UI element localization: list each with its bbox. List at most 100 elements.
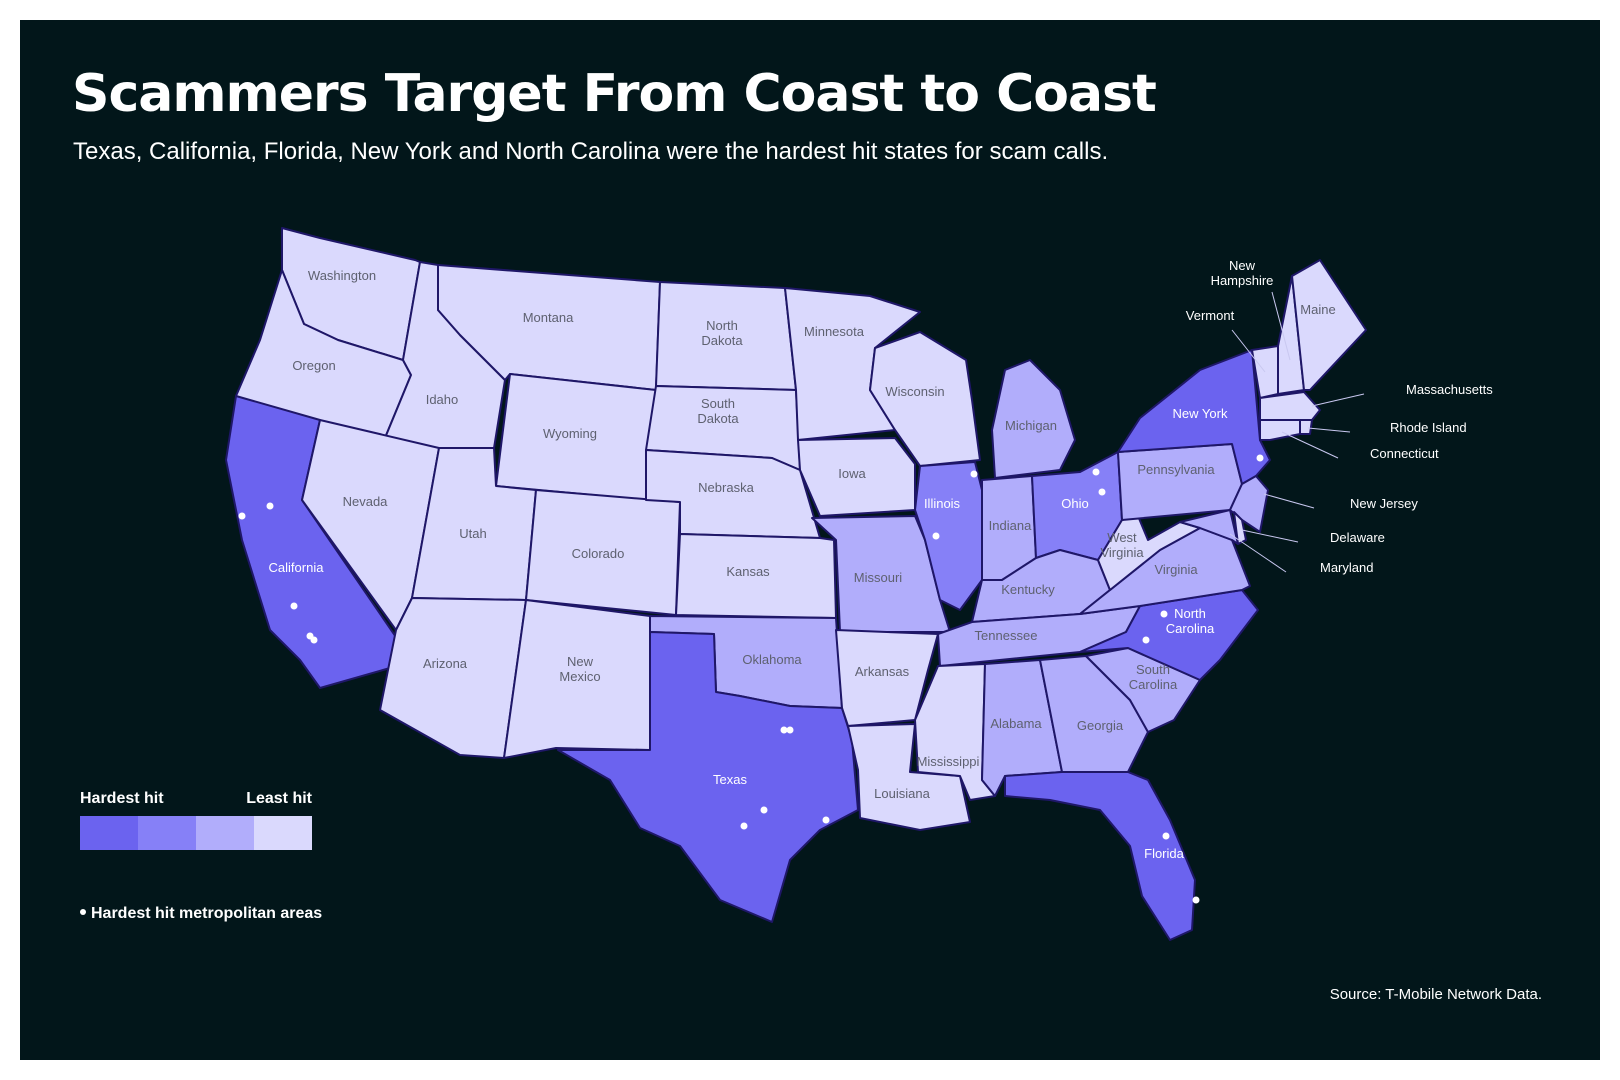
metro-dot-tx-4 xyxy=(740,822,748,830)
state-il xyxy=(914,461,983,611)
state-ks xyxy=(675,533,837,619)
callout-line-vt xyxy=(1231,329,1266,373)
state-label-al: Alabama xyxy=(990,716,1042,731)
state-pa xyxy=(1117,443,1243,521)
state-ri xyxy=(1299,419,1313,435)
state-label-mi: Michigan xyxy=(1005,418,1057,433)
legend-swatch-1 xyxy=(80,816,138,850)
state-label-fl: Florida xyxy=(1144,846,1185,861)
state-label-ia: Iowa xyxy=(838,466,866,481)
callout-line-md xyxy=(1229,533,1287,573)
page-subtitle: Texas, California, Florida, New York and… xyxy=(73,138,1109,165)
state-label-az: Arizona xyxy=(423,656,468,671)
metro-dot-fl-2 xyxy=(1192,896,1200,904)
callout-line-ct xyxy=(1281,431,1339,459)
state-label-de: Delaware xyxy=(1330,530,1385,545)
state-label-ok: Oklahoma xyxy=(742,652,802,667)
state-label-tx: Texas xyxy=(713,772,747,787)
metro-dot-tx-1 xyxy=(780,726,788,734)
metro-dot-tx-3 xyxy=(760,806,768,814)
state-label-nm: New Mexico xyxy=(559,654,600,684)
state-label-ms: Mississippi xyxy=(917,754,980,769)
state-mi xyxy=(991,359,1076,479)
metro-dot-il-2 xyxy=(932,532,940,540)
state-label-sc: South Carolina xyxy=(1129,662,1178,692)
state-label-wa: Washington xyxy=(308,268,376,283)
state-label-tn: Tennessee xyxy=(975,628,1038,643)
metro-legend-label: Hardest hit metropolitan areas xyxy=(91,905,323,922)
state-label-nv: Nevada xyxy=(343,494,389,509)
metro-dot-tx-2 xyxy=(786,726,794,734)
state-label-vt: Vermont xyxy=(1186,308,1235,323)
legend-swatch-3 xyxy=(196,816,254,850)
page-title: Scammers Target From Coast to Coast xyxy=(72,64,1157,124)
callout-lines xyxy=(1229,291,1365,573)
state-label-wv: West Virginia xyxy=(1100,530,1144,560)
state-label-ut: Utah xyxy=(459,526,486,541)
metro-dot-ny-1 xyxy=(1256,454,1264,462)
state-label-ny: New York xyxy=(1173,406,1228,421)
state-label-pa: Pennsylvania xyxy=(1137,462,1215,477)
state-label-me: Maine xyxy=(1300,302,1335,317)
state-label-ky: Kentucky xyxy=(1001,582,1055,597)
state-label-mo: Missouri xyxy=(854,570,903,585)
metro-dot-il-1 xyxy=(970,470,978,478)
callout-line-de xyxy=(1241,529,1299,543)
state-label-ar: Arkansas xyxy=(855,664,910,679)
state-label-mn: Minnesota xyxy=(804,324,865,339)
legend-swatch-2 xyxy=(138,816,196,850)
state-label-nd: North Dakota xyxy=(701,318,743,348)
state-md xyxy=(1179,509,1239,545)
state-tx xyxy=(557,631,859,923)
legend-swatches xyxy=(80,816,312,850)
metro-dot-nc-1 xyxy=(1160,610,1168,618)
legend-swatch-4 xyxy=(254,816,312,850)
state-me xyxy=(1291,259,1367,391)
state-label-la: Louisiana xyxy=(874,786,930,801)
metro-dot-tx-5 xyxy=(822,816,830,824)
state-label-oh: Ohio xyxy=(1061,496,1088,511)
infographic-frame: Scammers Target From Coast to Coast Texa… xyxy=(20,20,1600,1060)
callout-line-nj xyxy=(1263,493,1315,509)
state-label-va: Virginia xyxy=(1154,562,1198,577)
metro-dot-ca-3 xyxy=(290,602,298,610)
state-label-or: Oregon xyxy=(292,358,335,373)
metro-dot-oh-2 xyxy=(1098,488,1106,496)
metro-legend: Hardest hit metropolitan areas xyxy=(80,905,322,923)
us-state-map: Washington Oregon California Idaho Nevada Mon… xyxy=(225,227,1494,941)
state-mo xyxy=(811,515,951,633)
state-wi xyxy=(869,331,981,467)
state-label-ga: Georgia xyxy=(1077,718,1124,733)
state-label-nh: New Hampshire xyxy=(1211,258,1274,288)
state-ma xyxy=(1259,391,1321,421)
metro-dot-nc-2 xyxy=(1142,636,1150,644)
state-label-md: Maryland xyxy=(1320,560,1373,575)
metro-dot-ca-1 xyxy=(238,512,246,520)
state-label-il: Illinois xyxy=(924,496,961,511)
metro-dots-layer xyxy=(238,454,1264,904)
state-nc xyxy=(1079,589,1259,681)
metro-dot-ca-5 xyxy=(310,636,318,644)
source-note: Source: T-Mobile Network Data. xyxy=(1329,986,1542,1003)
legend-least-label: Least hit xyxy=(246,790,312,807)
state-ny xyxy=(1117,349,1271,485)
callout-line-ma xyxy=(1311,393,1365,407)
state-label-ct: Connecticut xyxy=(1370,446,1439,461)
state-label-in: Indiana xyxy=(989,518,1032,533)
state-labels-layer: Washington Oregon California Idaho Nevada Mon… xyxy=(269,258,1494,861)
state-label-ne: Nebraska xyxy=(698,480,754,495)
state-la xyxy=(847,723,971,831)
metro-dot-ca-2 xyxy=(266,502,274,510)
metro-dot-icon xyxy=(80,908,86,915)
state-label-ma: Massachusetts xyxy=(1406,382,1493,397)
state-label-ks: Kansas xyxy=(726,564,770,579)
callout-line-ri xyxy=(1307,427,1351,433)
state-label-wi: Wisconsin xyxy=(885,384,944,399)
callout-line-nh xyxy=(1271,291,1291,361)
metro-dot-fl-1 xyxy=(1162,832,1170,840)
state-label-wy: Wyoming xyxy=(543,426,597,441)
metro-dot-oh-1 xyxy=(1092,468,1100,476)
states-layer xyxy=(225,227,1367,941)
legend-hardest-label: Hardest hit xyxy=(80,790,164,807)
state-label-ri: Rhode Island xyxy=(1390,420,1467,435)
